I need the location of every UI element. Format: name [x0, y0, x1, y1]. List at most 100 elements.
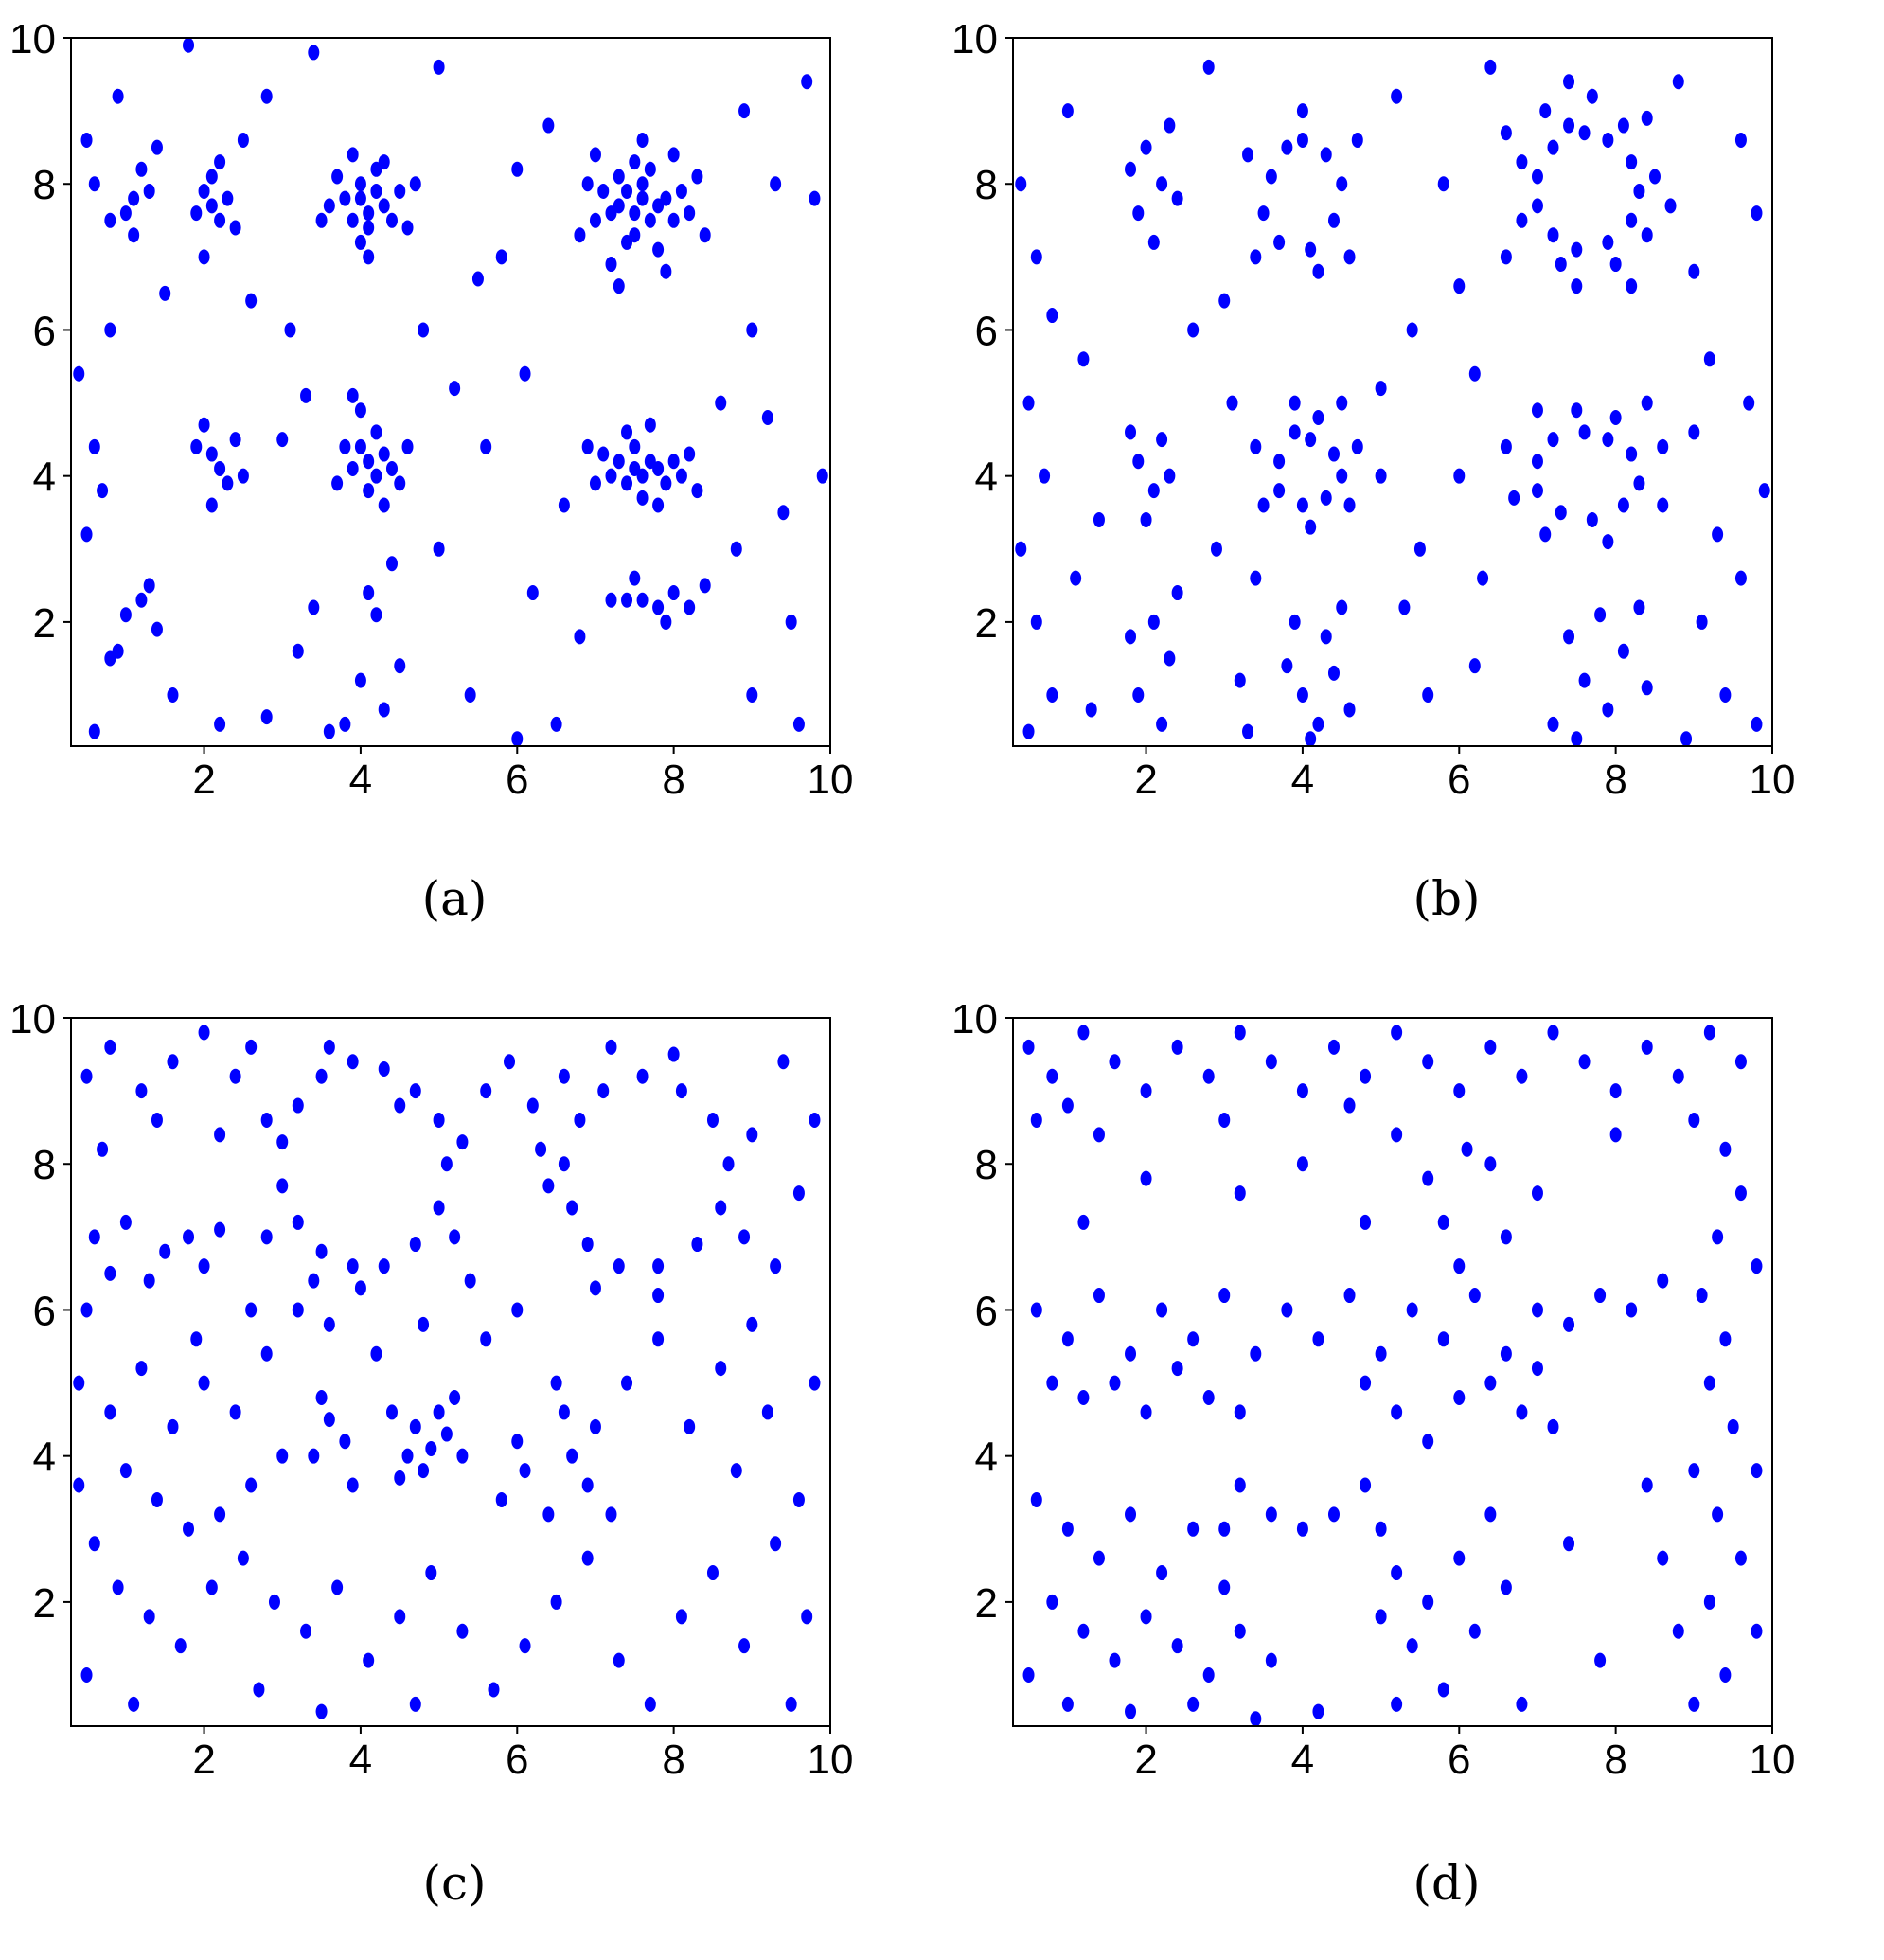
scatter-point	[354, 672, 366, 688]
scatter-point	[1022, 1667, 1035, 1684]
scatter-point	[1547, 1025, 1559, 1041]
scatter-point	[613, 278, 625, 294]
scatter-point	[1751, 716, 1763, 732]
scatter-point	[1343, 249, 1356, 265]
scatter-point	[394, 658, 406, 674]
scatter-point	[1484, 1156, 1497, 1172]
scatter-point	[315, 1389, 328, 1405]
scatter-point	[1296, 132, 1308, 148]
scatter-point	[1156, 1565, 1168, 1581]
scatter-point	[1125, 424, 1137, 440]
scatter-point	[1015, 176, 1027, 192]
scatter-point	[1077, 1389, 1090, 1405]
scatter-point	[394, 1470, 406, 1486]
scatter-point	[738, 1229, 751, 1245]
scatter-point	[378, 1258, 390, 1274]
scatter-point	[1046, 1068, 1058, 1084]
scatter-point	[363, 249, 375, 265]
scatter-point	[1657, 438, 1669, 454]
scatter-point	[605, 205, 617, 222]
scatter-point	[143, 578, 155, 594]
scatter-point	[1531, 402, 1543, 419]
scatter-point	[73, 1477, 85, 1493]
scatter-point	[1641, 680, 1653, 696]
scatter-point	[88, 1229, 100, 1245]
scatter-point	[511, 1302, 524, 1318]
scatter-point	[385, 556, 398, 572]
scatter-point	[1125, 161, 1137, 177]
scatter-point	[652, 1288, 665, 1304]
scatter-point	[1218, 1521, 1231, 1537]
scatter-point	[1343, 1288, 1356, 1304]
scatter-point	[198, 1258, 210, 1274]
scatter-point	[770, 176, 782, 192]
scatter-point	[1046, 1594, 1058, 1610]
scatter-point	[1563, 74, 1575, 90]
scatter-point	[1234, 1477, 1246, 1493]
scatter-point	[1743, 395, 1755, 411]
scatter-point	[1453, 1550, 1466, 1566]
scatter-point	[363, 1652, 375, 1668]
scatter-point	[143, 1273, 155, 1289]
scatter-point	[1626, 446, 1638, 462]
scatter-point	[151, 139, 163, 155]
scatter-point	[1312, 1331, 1324, 1347]
scatter-point	[1453, 1083, 1466, 1099]
scatter-point	[135, 592, 148, 608]
scatter-point	[1030, 249, 1042, 265]
scatter-point	[1633, 475, 1645, 491]
scatter-point	[1360, 1477, 1372, 1493]
scatter-point	[652, 460, 665, 476]
scatter-point	[675, 1609, 687, 1625]
scatter-point	[292, 1097, 304, 1114]
x-tick-label: 6	[506, 1737, 528, 1783]
scatter-point	[159, 285, 171, 301]
scatter-point	[1563, 1536, 1575, 1552]
scatter-point	[1586, 511, 1598, 527]
scatter-point	[511, 1434, 524, 1450]
scatter-point	[581, 1550, 594, 1566]
scatter-point	[394, 475, 406, 491]
scatter-point	[1555, 505, 1567, 521]
y-tick-label: 2	[33, 600, 56, 647]
scatter-point	[276, 1448, 289, 1464]
scatter-point	[198, 1375, 210, 1391]
scatter-point	[636, 132, 649, 148]
scatter-point	[597, 183, 610, 199]
scatter-point	[1147, 234, 1160, 250]
scatter-point	[1453, 1389, 1466, 1405]
scatter-point	[613, 1652, 625, 1668]
scatter-point	[1516, 154, 1528, 170]
scatter-point	[183, 37, 195, 53]
scatter-point	[339, 190, 351, 206]
scatter-point	[1578, 672, 1591, 688]
scatter-point	[229, 1404, 241, 1420]
scatter-point	[1555, 257, 1567, 273]
scatter-point	[558, 497, 570, 513]
scatter-point	[792, 1185, 805, 1202]
scatter-point	[1391, 1127, 1403, 1143]
scatter-point	[1125, 1345, 1137, 1362]
scatter-point	[1413, 541, 1426, 557]
scatter-point	[1147, 483, 1160, 499]
scatter-point	[119, 205, 132, 222]
scatter-point	[699, 578, 711, 594]
x-tick-label: 4	[349, 757, 372, 803]
scatter-point	[260, 709, 273, 725]
scatter-point	[222, 190, 234, 206]
scatter-point	[1626, 154, 1638, 170]
scatter-point	[660, 475, 672, 491]
caption-b: (b)	[1413, 871, 1481, 926]
scatter-point	[1085, 702, 1097, 718]
scatter-point	[1202, 59, 1215, 75]
scatter-point	[1626, 212, 1638, 228]
x-tick-label: 4	[1291, 757, 1314, 803]
scatter-point	[605, 1039, 617, 1055]
scatter-point	[88, 438, 100, 454]
scatter-point	[1061, 1696, 1074, 1712]
scatter-point	[378, 1060, 390, 1077]
scatter-point	[1563, 117, 1575, 134]
scatter-point	[80, 1667, 93, 1684]
scatter-point	[1109, 1054, 1121, 1070]
scatter-point	[1343, 702, 1356, 718]
